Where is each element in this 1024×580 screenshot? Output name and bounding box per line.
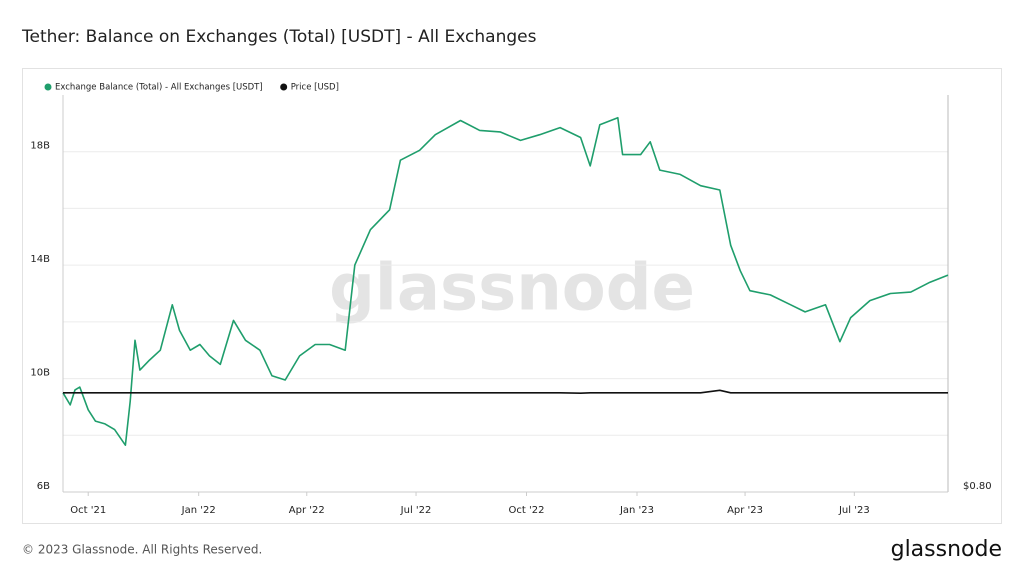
brand-logo: glassnode	[891, 537, 1002, 562]
x-tick-label: Apr '23	[727, 505, 763, 516]
x-tick-label: Apr '22	[289, 505, 325, 516]
footer: © 2023 Glassnode. All Rights Reserved.	[22, 543, 262, 557]
legend-marker	[280, 83, 288, 91]
x-tick-label: Jan '22	[181, 505, 216, 516]
series-line	[62, 116, 949, 446]
x-tick-label: Oct '22	[509, 505, 545, 516]
legend-label: Price [USD]	[291, 83, 339, 93]
x-tick-label: Jul '22	[400, 505, 432, 516]
series-line	[63, 389, 948, 394]
legend-marker	[44, 83, 52, 91]
watermark: glassnode	[329, 252, 695, 326]
y-tick-label: 18B	[30, 141, 50, 152]
y2-tick-label: $0.80	[963, 481, 992, 492]
chart-title: Tether: Balance on Exchanges (Total) [US…	[21, 27, 537, 47]
y-tick-label: 14B	[30, 254, 50, 265]
x-tick-label: Jul '23	[838, 505, 870, 516]
legend-label: Exchange Balance (Total) - All Exchanges…	[55, 83, 263, 93]
chart-frame	[22, 68, 1002, 524]
y-tick-label: 6B	[37, 481, 50, 492]
x-tick-label: Jan '23	[619, 505, 654, 516]
y-tick-label: 10B	[30, 368, 50, 379]
x-tick-label: Oct '21	[70, 505, 106, 516]
